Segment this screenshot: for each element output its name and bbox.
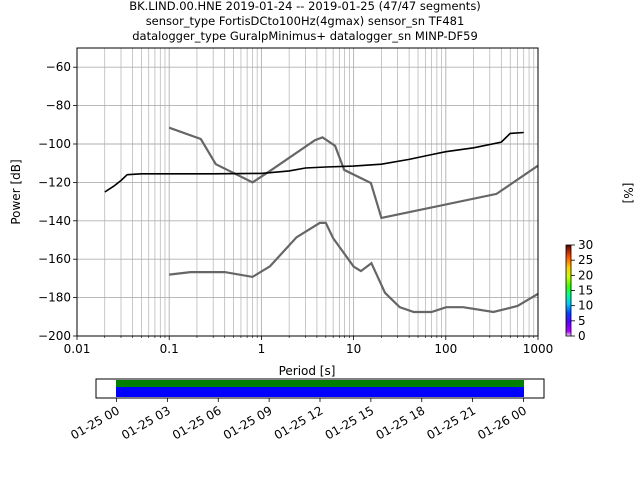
y-tick-label: −180 [38, 291, 71, 305]
colorbar-gradient [565, 244, 572, 337]
colorbar-tick-label: 20 [578, 268, 593, 282]
timeline-tick-label: 01-25 21 [424, 403, 478, 442]
colorbar-tick-label: 25 [578, 253, 593, 267]
timeline-tick-label: 01-25 09 [221, 403, 275, 442]
x-tick-label: 10 [346, 342, 361, 356]
title-line-3: datalogger_type GuralpMinimus+ datalogge… [132, 29, 478, 43]
y-axis-label: Power [dB] [9, 159, 23, 224]
timeline-tick-label: 01-26 00 [475, 403, 529, 442]
x-tick-label: 0.01 [64, 342, 91, 356]
colorbar-tick-label: 10 [578, 299, 593, 313]
x-axis-ticks: 0.01 0.1 1 10 100 1000 [64, 336, 554, 356]
noise-model-line-nlnm [169, 221, 538, 314]
mean-psd-line [104, 131, 524, 193]
y-tick-label: −200 [38, 329, 71, 343]
colorbar-tick-label: 15 [578, 284, 593, 298]
colorbar-label: [%] [621, 183, 635, 204]
x-axis-label: Period [s] [279, 364, 336, 378]
x-tick-label: 100 [434, 342, 457, 356]
y-tick-label: −140 [38, 214, 71, 228]
timeline-tick-label: 01-25 00 [68, 403, 122, 442]
timeline-tick-label: 01-25 12 [272, 403, 326, 442]
colorbar-tick-label: 5 [578, 314, 586, 328]
mean-psd [104, 131, 524, 193]
colorbar-tick-label: 30 [578, 238, 593, 252]
noise-model-line-nhnm [168, 126, 538, 220]
timeline-coverage-bar [116, 380, 524, 387]
title-line-2: sensor_type FortisDCto100Hz(4gmax) senso… [146, 14, 465, 28]
noise-models [168, 126, 538, 314]
y-tick-label: −80 [46, 99, 71, 113]
timeline-tick-label: 01-25 18 [374, 403, 428, 442]
title-line-1: BK.LIND.00.HNE 2019-01-24 -- 2019-01-25 … [129, 0, 481, 13]
y-tick-label: −160 [38, 252, 71, 266]
chart-title: BK.LIND.00.HNE 2019-01-24 -- 2019-01-25 … [129, 0, 481, 43]
y-tick-label: −60 [46, 60, 71, 74]
timeline-tick-label: 01-25 03 [119, 403, 173, 442]
y-tick-label: −100 [38, 137, 71, 151]
x-tick-label: 0.1 [160, 342, 179, 356]
y-axis-ticks: −200 −180 −160 −140 −120 −100 −80 −60 [38, 60, 77, 343]
x-tick-label: 1 [258, 342, 266, 356]
x-tick-label: 1000 [523, 342, 554, 356]
timeline-tick-label: 01-25 06 [170, 403, 224, 442]
timeline-tick-label: 01-25 15 [323, 403, 377, 442]
timeline-data-bar [116, 387, 524, 397]
y-tick-label: −120 [38, 175, 71, 189]
colorbar-tick-label: 0 [578, 329, 586, 343]
plot-background [77, 48, 538, 336]
plot-frame [76, 47, 539, 337]
